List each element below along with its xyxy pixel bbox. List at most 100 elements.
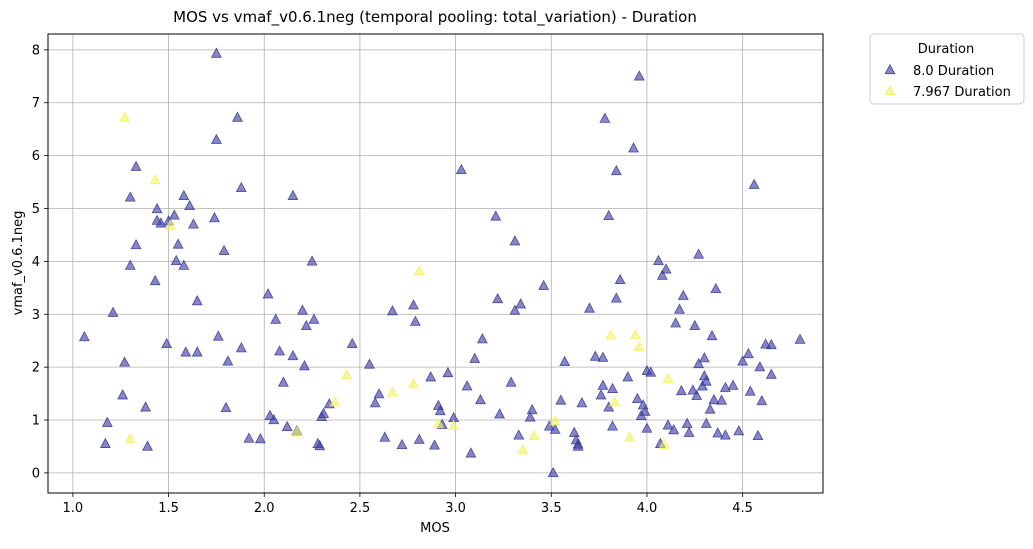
data-point bbox=[243, 432, 255, 443]
data-point bbox=[662, 419, 674, 430]
data-point bbox=[630, 329, 641, 340]
data-point bbox=[341, 369, 352, 380]
data-point bbox=[689, 319, 701, 331]
data-point bbox=[794, 333, 806, 344]
data-point bbox=[599, 112, 611, 123]
data-point bbox=[742, 347, 754, 359]
data-point bbox=[408, 378, 419, 389]
data-point bbox=[633, 341, 645, 352]
data-point bbox=[364, 358, 375, 369]
data-point bbox=[681, 417, 693, 428]
x-tick-label: 4.0 bbox=[637, 501, 658, 516]
data-point bbox=[683, 426, 695, 437]
points-layer bbox=[78, 47, 806, 478]
data-point bbox=[509, 304, 521, 315]
data-point bbox=[658, 438, 670, 450]
data-point bbox=[589, 350, 601, 361]
data-point bbox=[748, 178, 760, 189]
data-point bbox=[700, 375, 712, 386]
data-point bbox=[513, 429, 525, 440]
data-point bbox=[607, 382, 618, 393]
data-point bbox=[691, 389, 703, 400]
data-point bbox=[704, 403, 716, 414]
data-point bbox=[559, 355, 571, 367]
data-point bbox=[549, 415, 561, 426]
data-point bbox=[142, 440, 153, 451]
data-point bbox=[140, 401, 152, 412]
data-point bbox=[631, 392, 643, 404]
data-point bbox=[700, 417, 712, 428]
data-point bbox=[526, 403, 538, 415]
data-point bbox=[130, 238, 142, 250]
data-point bbox=[549, 423, 561, 434]
x-tick-label: 2.0 bbox=[254, 501, 275, 516]
data-point bbox=[277, 376, 289, 387]
y-tick-label: 5 bbox=[32, 202, 40, 217]
data-point bbox=[287, 189, 299, 200]
legend-label-8-0-duration: 8.0 Duration bbox=[913, 64, 994, 79]
y-tick-label: 4 bbox=[32, 255, 40, 270]
data-point bbox=[656, 269, 668, 280]
data-point bbox=[168, 209, 180, 220]
data-point bbox=[605, 329, 617, 340]
data-point bbox=[287, 349, 299, 361]
data-point bbox=[408, 299, 419, 310]
data-point bbox=[744, 385, 756, 396]
x-tick-label: 4.5 bbox=[732, 501, 753, 516]
data-point bbox=[155, 217, 167, 228]
data-point bbox=[693, 248, 705, 259]
legend-label-7-967-duration: 7.967 Duration bbox=[913, 85, 1011, 100]
data-point bbox=[379, 431, 391, 442]
data-point bbox=[180, 346, 192, 357]
data-point bbox=[124, 259, 136, 270]
data-point bbox=[235, 181, 247, 193]
data-point bbox=[99, 437, 111, 448]
data-point bbox=[737, 355, 749, 366]
y-tick-label: 0 bbox=[32, 466, 40, 481]
data-point bbox=[101, 416, 113, 427]
x-axis-label: MOS bbox=[420, 521, 450, 536]
data-point bbox=[465, 447, 477, 458]
data-point bbox=[733, 425, 745, 436]
y-tick-label: 1 bbox=[32, 414, 40, 429]
x-tick-label: 1.5 bbox=[158, 501, 179, 516]
x-axis-ticks: 1.0 1.5 2.0 2.5 3.0 3.5 4.0 4.5 bbox=[63, 493, 753, 516]
data-point bbox=[677, 289, 689, 300]
data-point bbox=[369, 397, 381, 408]
x-tick-label: 1.0 bbox=[63, 501, 84, 516]
data-point bbox=[119, 111, 130, 122]
data-point bbox=[306, 255, 318, 266]
data-point bbox=[78, 330, 90, 342]
data-point bbox=[693, 357, 705, 369]
data-point bbox=[610, 292, 622, 303]
data-point bbox=[373, 388, 385, 399]
legend-entries bbox=[884, 63, 896, 96]
data-point bbox=[149, 173, 161, 185]
data-point bbox=[442, 366, 454, 378]
y-tick-label: 8 bbox=[32, 43, 40, 58]
data-point bbox=[149, 274, 161, 286]
data-point bbox=[639, 405, 651, 416]
y-axis-ticks: 0 1 2 3 4 5 6 7 8 bbox=[32, 43, 48, 481]
data-point bbox=[469, 352, 481, 363]
data-point bbox=[210, 47, 222, 58]
data-point bbox=[107, 306, 119, 317]
legend-title: Duration bbox=[918, 42, 974, 57]
data-point bbox=[210, 133, 222, 144]
data-point bbox=[212, 330, 224, 341]
data-point bbox=[308, 313, 320, 324]
data-point bbox=[413, 265, 425, 276]
y-tick-label: 3 bbox=[32, 308, 40, 323]
data-point bbox=[291, 426, 303, 437]
data-point bbox=[584, 302, 595, 313]
data-point bbox=[124, 191, 136, 202]
data-point bbox=[608, 395, 620, 407]
legend-marker bbox=[884, 84, 896, 96]
data-point bbox=[572, 440, 584, 451]
x-tick-label: 2.5 bbox=[350, 501, 371, 516]
data-point bbox=[490, 210, 502, 221]
data-point bbox=[124, 433, 136, 444]
data-point bbox=[222, 355, 234, 366]
